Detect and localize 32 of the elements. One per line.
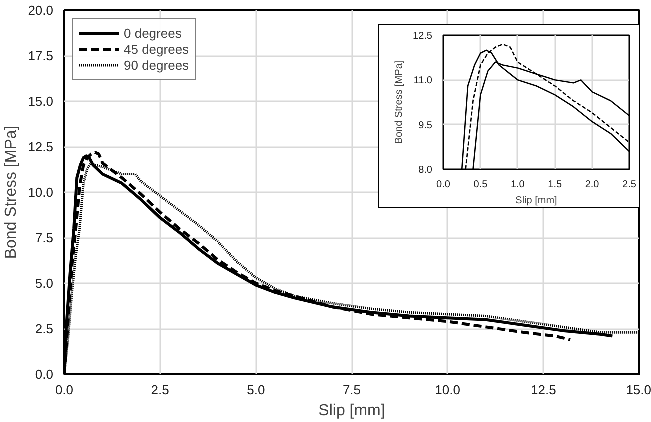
x-tick-label: 12.5: [531, 382, 556, 398]
y-tick-label: 12.5: [413, 31, 433, 42]
legend-label: 0 degrees: [124, 25, 182, 41]
x-tick-label: 1.5: [548, 180, 562, 190]
x-tick-label: 5.0: [247, 382, 266, 398]
x-axis-title: Slip [mm]: [516, 196, 558, 206]
y-tick-label: 0.0: [35, 367, 54, 382]
legend-label: 45 degrees: [124, 41, 190, 57]
x-axis-title: Slip [mm]: [318, 402, 386, 420]
y-axis-title: Bond Stress [MPa]: [394, 60, 406, 144]
y-tick-label: 8.0: [418, 165, 433, 176]
y-axis-title: Bond Stress [MPa]: [3, 126, 20, 260]
y-tick-label: 12.5: [28, 140, 54, 154]
legend-label: 90 degrees: [124, 57, 190, 73]
x-tick-label: 1.0: [510, 180, 526, 190]
x-tick-label: 2.5: [622, 180, 637, 190]
y-tick-label: 20.0: [28, 3, 54, 18]
y-tick-label: 2.5: [35, 322, 54, 336]
y-tick-label: 9.5: [418, 120, 433, 132]
x-tick-label: 7.5: [342, 382, 362, 398]
x-tick-label: 2.0: [585, 180, 600, 190]
x-tick-label: 15.0: [626, 382, 651, 398]
x-tick-label: 10.0: [435, 382, 460, 398]
y-tick-label: 15.0: [28, 94, 54, 109]
x-tick-label: 0.0: [55, 382, 74, 398]
x-tick-label: 0.5: [474, 180, 488, 190]
y-tick-label: 5.0: [35, 276, 54, 291]
y-tick-label: 7.5: [35, 230, 54, 246]
y-tick-label: 17.5: [28, 48, 54, 64]
x-tick-label: 0.0: [436, 180, 451, 190]
y-tick-label: 11.0: [414, 76, 433, 87]
x-tick-label: 2.5: [151, 382, 170, 398]
